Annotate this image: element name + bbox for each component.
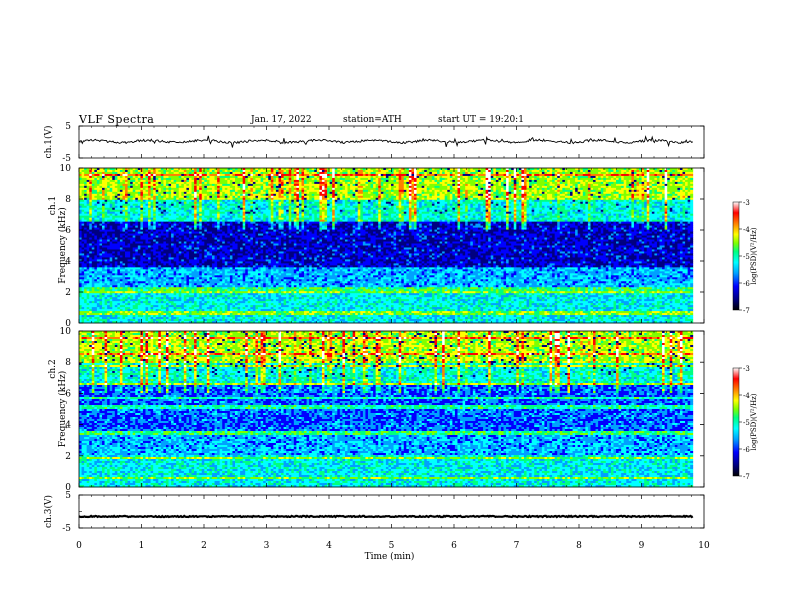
colorbar-label: log(PSD)(V²/Hz) (750, 227, 758, 284)
y-tick-label: 10 (60, 327, 72, 337)
y-axis-label: ch.3(V) (43, 495, 54, 528)
y-tick-label: 2 (65, 452, 71, 462)
y-tick-label: 0 (65, 319, 71, 329)
date-label: Jan. 17, 2022 (251, 115, 312, 125)
y-tick-label: 8 (65, 358, 71, 368)
y-tick-label: 5 (65, 491, 71, 501)
colorbar (732, 367, 740, 477)
y-tick-label: 0 (65, 483, 71, 493)
spectrogram-ch1 (79, 168, 694, 324)
colorbar-tick-label: -5 (743, 253, 750, 261)
x-tick-label: 6 (451, 541, 457, 551)
x-tick-label: 2 (201, 541, 207, 551)
x-tick-label: 7 (514, 541, 520, 551)
panel-frame (78, 330, 705, 488)
colorbar-tick-label: -6 (743, 446, 750, 454)
panel-1 (78, 125, 705, 159)
ch3-waveform (78, 514, 694, 519)
y-tick-label: 6 (65, 226, 71, 236)
y-tick-label: -5 (62, 524, 71, 534)
y-axis-label: Frequency (kHz) (57, 207, 68, 284)
colorbar-label: log(PSD)(V²/Hz) (750, 393, 758, 450)
x-tick-label: 8 (576, 541, 582, 551)
station-label: station=ATH (343, 115, 402, 125)
x-axis-label: Time (min) (365, 551, 415, 562)
y-tick-label: 6 (65, 389, 71, 399)
colorbar-tick-label: -3 (743, 365, 750, 373)
y-axis-label: Frequency (kHz) (57, 371, 68, 448)
colorbar-tick-label: -7 (743, 473, 750, 481)
y-tick-label: -5 (62, 154, 71, 164)
colorbar-tick-label: -6 (743, 280, 750, 288)
y-axis-channel-label: ch.1 (48, 196, 58, 215)
x-tick-label: 5 (389, 541, 395, 551)
y-tick-label: 10 (60, 164, 72, 174)
panel-frame (78, 494, 705, 529)
x-tick-label: 3 (264, 541, 270, 551)
y-tick-label: 2 (65, 288, 71, 298)
x-tick-label: 10 (698, 541, 710, 551)
x-tick-label: 1 (139, 541, 145, 551)
colorbar (732, 201, 740, 311)
colorbar-tick-label: -5 (743, 419, 750, 427)
colorbar-tick-label: -7 (743, 307, 750, 315)
y-tick-label: 4 (65, 421, 71, 431)
y-tick-label: 5 (65, 122, 71, 132)
panel-frame (78, 167, 705, 324)
x-tick-label: 9 (639, 541, 645, 551)
start-time-label: start UT = 19:20:1 (438, 115, 524, 125)
colorbar-tick-label: -4 (743, 226, 750, 234)
spectrogram-ch2 (79, 331, 694, 488)
x-tick-label: 4 (326, 541, 332, 551)
panel-frame (78, 125, 705, 159)
y-axis-channel-label: ch.2 (48, 359, 58, 378)
x-tick-label: 0 (76, 541, 82, 551)
y-tick-label: 8 (65, 195, 71, 205)
chart-title: VLF Spectra (79, 113, 154, 126)
ch1-waveform (78, 135, 694, 148)
panel-4 (78, 494, 705, 529)
panel-3 (78, 330, 742, 488)
y-tick-label: 4 (65, 257, 71, 267)
y-axis-label: ch.1(V) (43, 126, 54, 159)
panel-2 (78, 167, 742, 324)
colorbar-tick-label: -3 (743, 199, 750, 207)
colorbar-tick-label: -4 (743, 392, 750, 400)
